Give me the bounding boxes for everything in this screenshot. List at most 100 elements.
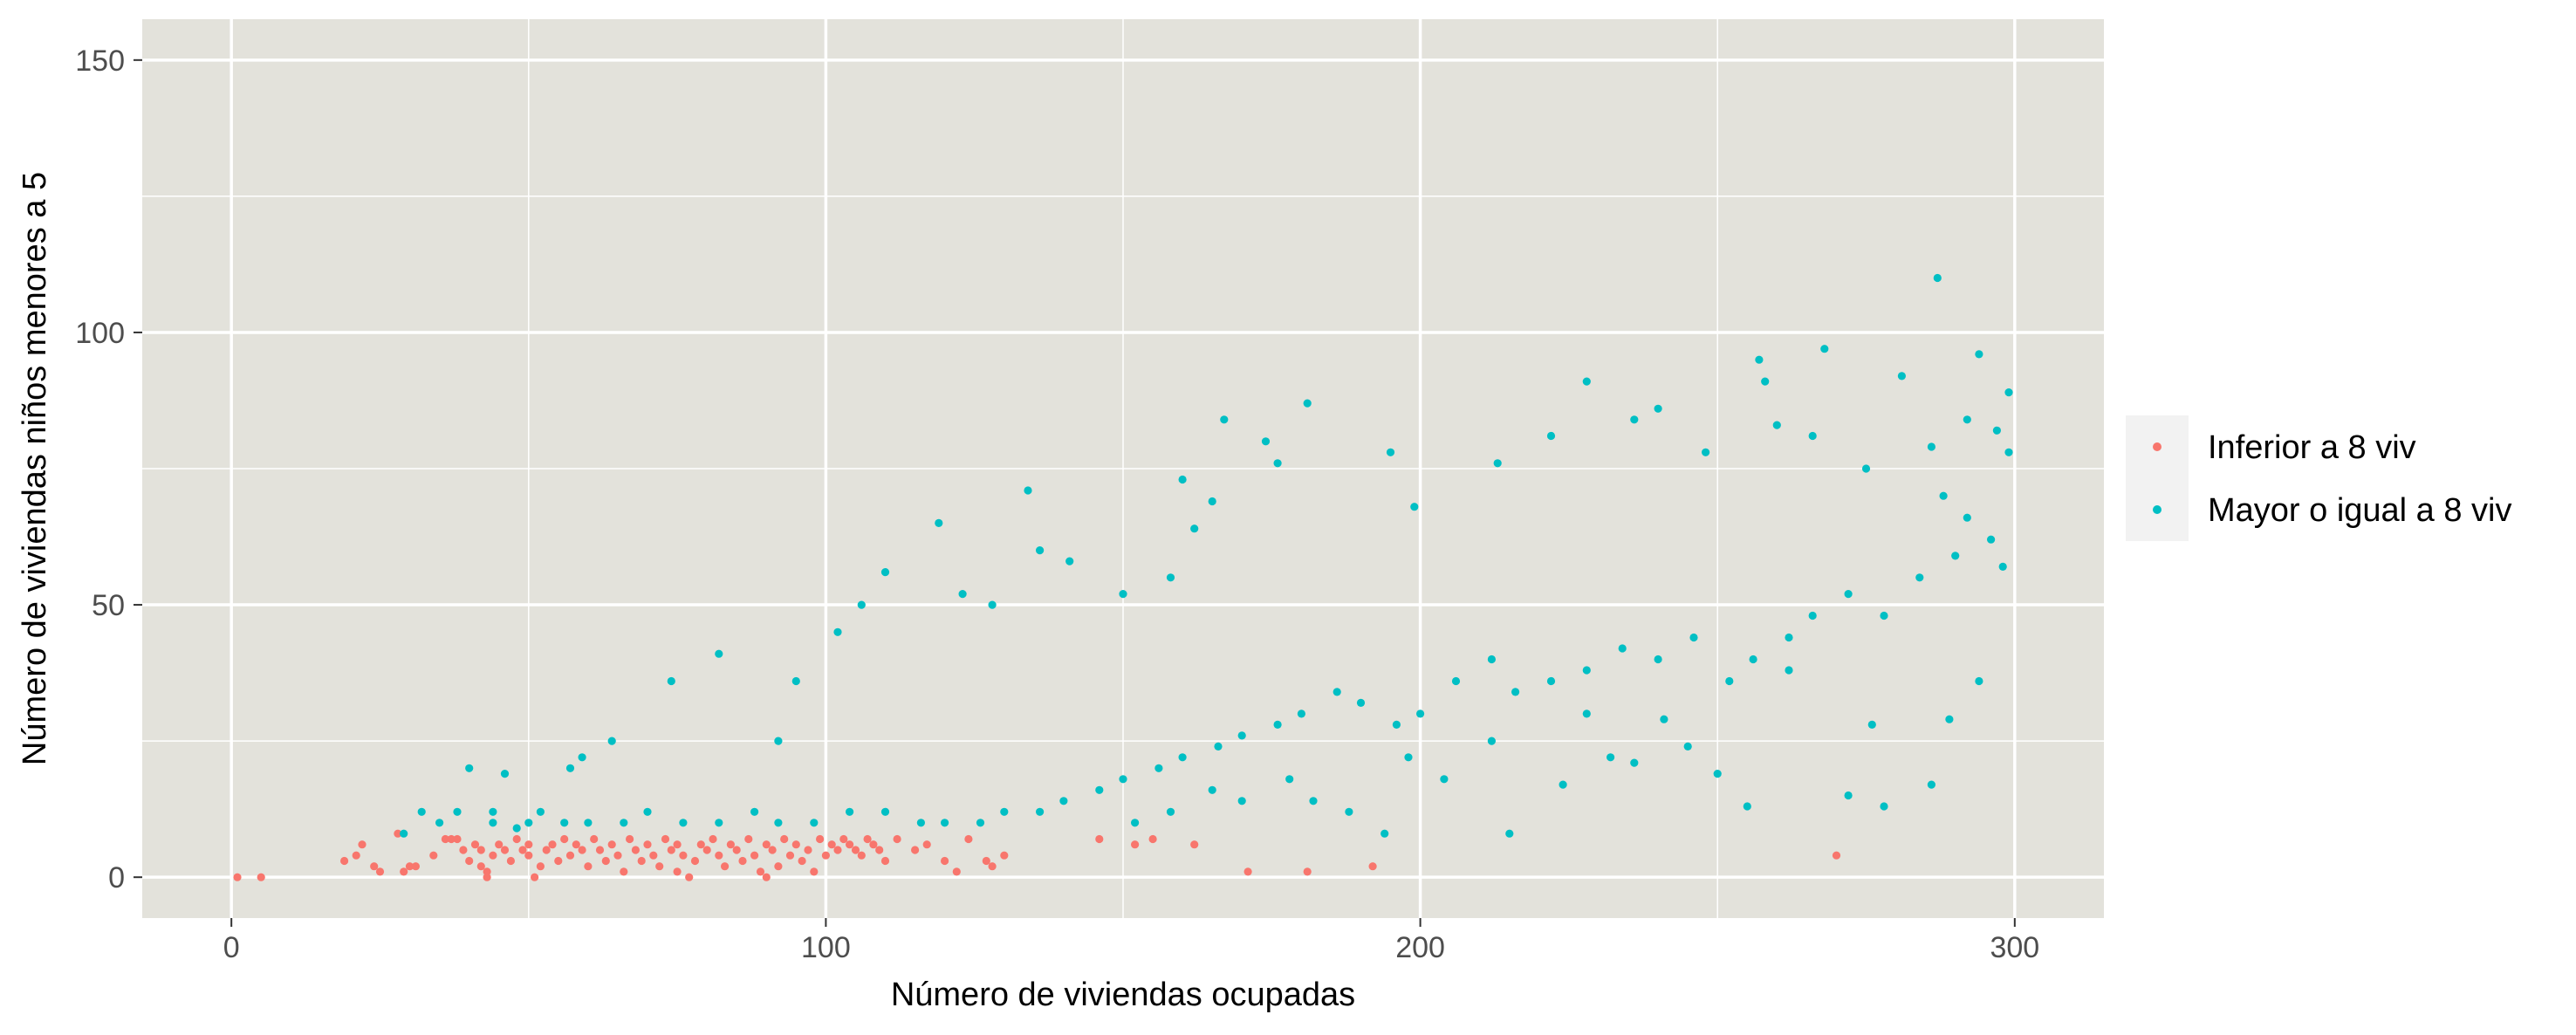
series-2-points [400, 273, 2013, 838]
scatter-point [1208, 497, 1216, 506]
scatter-point [1119, 590, 1127, 599]
scatter-point [1654, 404, 1662, 413]
scatter-point [429, 851, 438, 860]
scatter-point [1951, 552, 1960, 560]
scatter-point [1933, 273, 1942, 283]
scatter-point [791, 840, 800, 849]
scatter-point [1975, 676, 1983, 686]
scatter-point [667, 676, 675, 686]
scatter-point [578, 846, 586, 854]
scatter-point [1880, 802, 1888, 811]
scatter-point [750, 807, 759, 816]
scatter-point [506, 856, 516, 866]
scatter-point [1380, 829, 1389, 838]
scatter-point [1749, 655, 1757, 664]
scatter-point [1992, 426, 2001, 435]
scatter-point [1214, 742, 1223, 751]
scatter-point [1713, 770, 1722, 778]
scatter-point [1024, 486, 1032, 495]
scatter-point [1683, 742, 1692, 751]
scatter-point [1095, 785, 1104, 794]
scatter-point [726, 840, 736, 849]
scatter-point [1303, 399, 1312, 408]
scatter-point [524, 851, 533, 860]
legend-key-1 [2153, 442, 2162, 451]
scatter-point [1333, 688, 1341, 696]
scatter-point [1546, 431, 1556, 441]
scatter-point [476, 862, 485, 871]
scatter-point [988, 862, 997, 871]
scatter-point [780, 834, 789, 844]
scatter-point [1618, 644, 1627, 653]
scatter-point [744, 834, 753, 844]
scatter-point [655, 862, 664, 871]
scatter-point [1880, 611, 1888, 620]
scatter-point [560, 834, 569, 844]
scatter-point [1297, 709, 1305, 718]
scatter-point [1689, 633, 1698, 642]
scatter-point [524, 819, 533, 827]
scatter-point [661, 834, 670, 844]
scatter-point [620, 867, 628, 876]
scatter-point [542, 846, 551, 854]
scatter-point [459, 846, 468, 854]
scatter-point [1166, 807, 1175, 816]
scatter-point [690, 856, 700, 866]
scatter-point [441, 834, 449, 844]
scatter-point [1505, 829, 1514, 838]
scatter-point [1119, 775, 1127, 784]
scatter-point [405, 862, 414, 871]
scatter-point [1000, 807, 1009, 816]
scatter-point [833, 846, 842, 854]
scatter-point [1582, 666, 1591, 675]
scatter-point [1386, 448, 1395, 456]
scatter-point [679, 851, 688, 860]
grid-lines [142, 19, 2104, 918]
scatter-point [370, 862, 379, 871]
scatter-point [233, 873, 242, 881]
legend: Inferior a 8 viv Mayor o igual a 8 viv [2126, 415, 2512, 541]
scatter-point [715, 851, 723, 860]
scatter-point [1356, 698, 1366, 708]
scatter-point [1404, 753, 1413, 762]
scatter-point [631, 846, 641, 854]
scatter-point [1975, 350, 1983, 359]
scatter-point [810, 867, 819, 876]
scatter-point [2004, 388, 2013, 397]
scatter-point [483, 873, 491, 881]
scatter-point [1808, 431, 1817, 441]
scatter-point [1487, 737, 1496, 745]
x-tick-label: 200 [1395, 931, 1445, 964]
scatter-point [1546, 676, 1556, 686]
scatter-point [1785, 666, 1793, 675]
scatter-point [1832, 851, 1841, 860]
scatter-point [572, 840, 580, 849]
scatter-point [489, 807, 497, 816]
y-tick-label: 0 [108, 861, 125, 894]
scatter-point [816, 834, 825, 844]
scatter-point [1963, 415, 1971, 424]
scatter-point [1897, 372, 1906, 380]
scatter-point [565, 764, 575, 772]
scatter-point [941, 819, 949, 827]
scatter-point [1178, 475, 1187, 484]
scatter-point [1178, 753, 1187, 762]
scatter-point [1131, 840, 1140, 849]
scatter-point [483, 867, 491, 876]
scatter-point [821, 851, 831, 860]
scatter-point [1820, 345, 1829, 353]
data-points [233, 273, 2013, 881]
x-axis-title: Número de viviendas ocupadas [891, 977, 1355, 1013]
scatter-point [435, 819, 444, 827]
scatter-point [1059, 797, 1068, 805]
scatter-point [1630, 758, 1639, 767]
scatter-point [524, 840, 533, 849]
scatter-point [976, 819, 985, 827]
scatter-point [1927, 442, 1935, 451]
scatter-point [595, 846, 605, 854]
scatter-point [500, 770, 510, 778]
scatter-point [1237, 731, 1246, 740]
scatter-point [489, 851, 497, 860]
scatter-point [470, 840, 480, 849]
